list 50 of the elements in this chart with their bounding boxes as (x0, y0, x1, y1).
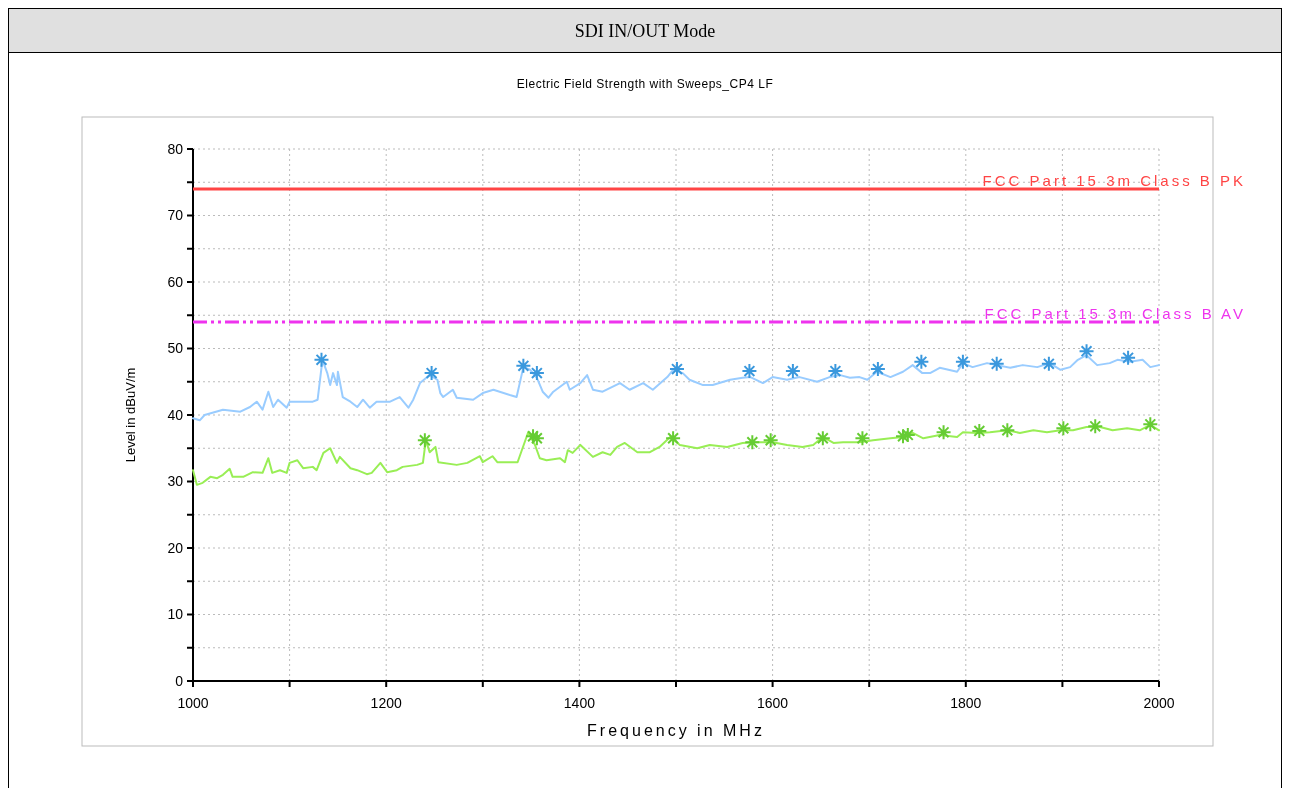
y-tick-label: 30 (167, 473, 184, 490)
point (1142, 416, 1159, 433)
x-tick-label: 1600 (757, 695, 789, 711)
ref-line-label: FCC Part 15 3m Class B PK (982, 171, 1246, 189)
x-tick-label: 1000 (177, 695, 209, 711)
x-tick-label: 1800 (950, 695, 982, 711)
y-axis-title: Level in dBuV/m (123, 367, 138, 463)
y-tick-label: 0 (175, 672, 184, 689)
point (416, 432, 433, 449)
y-tick-label: 60 (167, 273, 184, 290)
point (999, 422, 1016, 439)
y-tick-label: 80 (167, 140, 184, 157)
point (668, 361, 685, 378)
point (313, 351, 330, 368)
line-series (192, 354, 1160, 422)
line-series (192, 423, 1160, 486)
x-tick-label: 1400 (563, 695, 596, 711)
point (784, 363, 801, 380)
point (954, 353, 971, 370)
point (515, 357, 532, 374)
point (744, 434, 761, 451)
y-tick-label: 50 (167, 340, 184, 357)
point (814, 430, 831, 447)
point (854, 430, 871, 447)
y-tick-label: 20 (167, 539, 184, 556)
point (1055, 420, 1072, 437)
point (971, 422, 988, 439)
point (869, 361, 886, 378)
y-tick-label: 40 (167, 406, 184, 423)
point (1120, 349, 1137, 366)
point (423, 365, 440, 382)
point (827, 363, 844, 380)
point (665, 430, 682, 447)
point (1040, 355, 1057, 372)
point (762, 432, 779, 449)
point (913, 353, 930, 370)
chart-subtitle: Electric Field Strength with Sweeps_CP4 LF (516, 77, 774, 91)
point (1087, 418, 1104, 435)
ref-line-label: FCC Part 15 3m Class B AV (984, 304, 1246, 322)
y-tick-label: 10 (167, 606, 184, 623)
point (935, 424, 952, 441)
point (741, 363, 758, 380)
x-axis-title: Frequency in MHz (587, 722, 765, 739)
x-tick-label: 1200 (370, 695, 402, 711)
chart-title: SDI IN/OUT Mode (574, 21, 716, 41)
point (1078, 343, 1095, 360)
y-tick-label: 70 (167, 207, 184, 224)
x-tick-label: 2000 (1143, 695, 1175, 711)
point (988, 355, 1005, 372)
point (528, 365, 545, 382)
